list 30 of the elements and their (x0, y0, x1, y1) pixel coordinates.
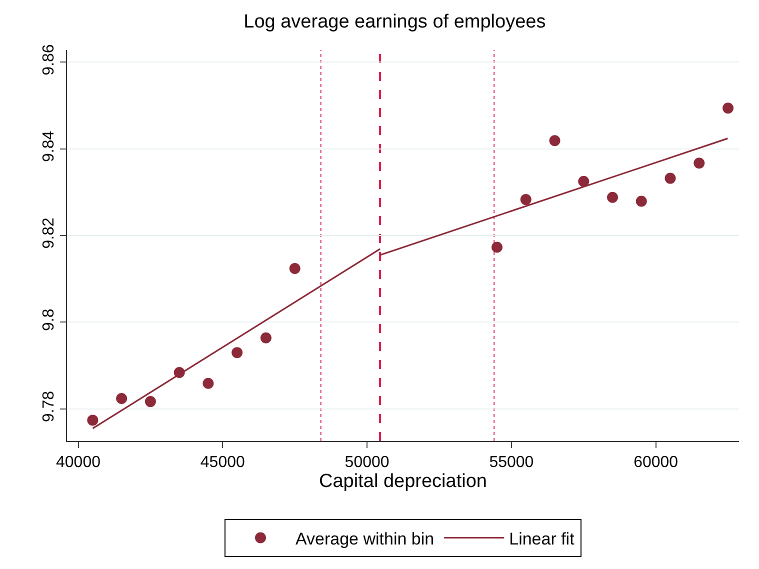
point (289, 262, 300, 274)
y-tick-label: 9.84 (40, 130, 58, 162)
point (492, 242, 502, 253)
point (520, 194, 532, 206)
y-tick-label: 9.78 (40, 390, 58, 422)
chart-title: Log average earnings of employees (244, 12, 546, 33)
point (232, 347, 243, 358)
point (607, 192, 618, 203)
x-axis-title: Capital depreciation (319, 471, 487, 492)
point (664, 172, 676, 184)
point (694, 158, 705, 169)
legend-label: Linear fit (509, 529, 575, 548)
x-tick-label: 50000 (344, 454, 390, 472)
y-tick-label: 9.86 (40, 44, 58, 76)
point (549, 135, 560, 146)
point (202, 378, 214, 389)
legend-label: Average within bin (296, 529, 434, 548)
x-tick-label: 60000 (634, 454, 678, 472)
y-tick-label: 9.8 (40, 308, 58, 331)
point (722, 102, 734, 114)
x-tick-label: 55000 (489, 454, 534, 472)
point (636, 196, 647, 207)
point (578, 176, 590, 187)
point (87, 414, 98, 426)
x-tick-label: 45000 (200, 454, 245, 472)
x-tick-label: 40000 (56, 454, 101, 472)
y-tick-label: 9.82 (40, 217, 58, 249)
point (260, 332, 272, 344)
point (144, 396, 156, 408)
point (116, 393, 128, 404)
